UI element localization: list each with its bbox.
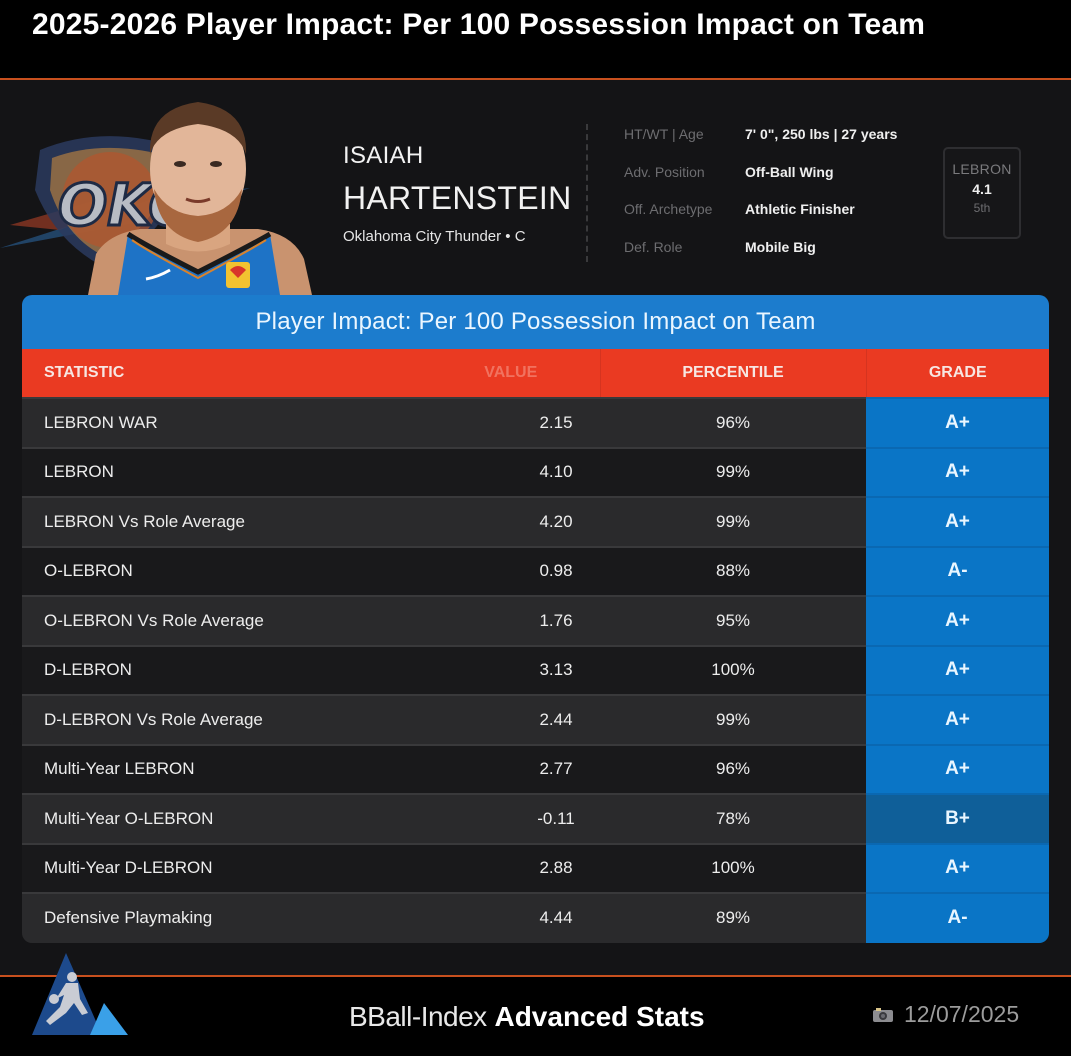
grade-cell: A- — [866, 892, 1049, 943]
value-cell: 2.15 — [539, 412, 573, 432]
table-row: D-LEBRON 3.13 100% A+ — [22, 644, 1049, 695]
player-info-grid: HT/WT | Age 7' 0", 250 lbs | 27 years Ad… — [624, 126, 897, 276]
percentile-cell: 96% — [715, 412, 751, 432]
percentile-cell: 96% — [715, 759, 751, 779]
vertical-divider — [586, 124, 588, 262]
table-row: O-LEBRON Vs Role Average 1.76 95% A+ — [22, 595, 1049, 646]
info-value: Off-Ball Wing — [745, 163, 834, 180]
value-cell: 3.13 — [539, 660, 573, 680]
grade-cell: A+ — [866, 743, 1049, 794]
percentile-cell: 99% — [715, 462, 751, 482]
info-row-off-archetype: Off. Archetype Athletic Finisher — [624, 201, 897, 239]
info-label: Def. Role — [624, 238, 683, 255]
lebron-box-value: 4.1 — [972, 181, 992, 197]
info-row-def-role: Def. Role Mobile Big — [624, 239, 897, 277]
statistic-cell: D-LEBRON Vs Role Average — [44, 709, 263, 729]
column-header-statistic: STATISTIC — [44, 364, 125, 381]
value-cell: 2.77 — [539, 759, 573, 779]
player-photo — [88, 102, 312, 295]
footer: BBall-Index Advanced Stats 12/07/2025 — [0, 953, 1071, 1056]
grade-cell: A+ — [866, 397, 1049, 448]
statistic-cell: LEBRON WAR — [44, 412, 158, 432]
table-header-row: STATISTIC VALUE PERCENTILE GRADE — [22, 349, 1049, 398]
value-cell: 2.88 — [539, 858, 573, 878]
column-header-value: VALUE — [422, 349, 601, 398]
statistic-cell: Multi-Year D-LEBRON — [44, 858, 213, 878]
lebron-box-label: LEBRON — [952, 161, 1012, 177]
table-row: LEBRON Vs Role Average 4.20 99% A+ — [22, 496, 1049, 547]
footer-brand: BBall-Index Advanced Stats — [349, 1001, 705, 1033]
footer-brand-tagline: Advanced Stats — [494, 1001, 705, 1032]
info-value: Athletic Finisher — [745, 201, 855, 217]
statistic-cell: Multi-Year LEBRON — [44, 759, 195, 779]
camera-icon — [873, 1007, 893, 1022]
statistic-cell: Multi-Year O-LEBRON — [44, 808, 214, 828]
player-card: OKC ISAIAH HARTENSTEIN Oklahoma City Thu… — [0, 80, 1071, 975]
info-label: HT/WT | Age — [624, 126, 704, 142]
impact-panel: Player Impact: Per 100 Possession Impact… — [22, 295, 1049, 943]
table-row: Multi-Year LEBRON 2.77 96% A+ — [22, 743, 1049, 794]
player-hero: OKC ISAIAH HARTENSTEIN Oklahoma City Thu… — [0, 80, 1071, 300]
statistic-cell: O-LEBRON Vs Role Average — [44, 610, 264, 630]
table-row: Multi-Year D-LEBRON 2.88 100% A+ — [22, 842, 1049, 893]
panel-header: Player Impact: Per 100 Possession Impact… — [22, 295, 1049, 349]
column-header-grade: GRADE — [928, 364, 987, 381]
percentile-cell: 99% — [715, 511, 751, 531]
panel-title: Player Impact: Per 100 Possession Impact… — [255, 308, 816, 335]
date-text: 12/07/2025 — [904, 1001, 1020, 1027]
grade-cell: A+ — [866, 595, 1049, 646]
bottom-divider — [0, 975, 1071, 977]
lebron-summary-box: LEBRON 4.1 5th — [943, 147, 1021, 239]
table-row: Multi-Year O-LEBRON -0.11 78% B+ — [22, 793, 1049, 844]
statistic-cell: LEBRON — [44, 462, 114, 482]
player-team-position: Oklahoma City Thunder • C — [343, 228, 526, 245]
percentile-cell: 88% — [715, 561, 751, 581]
grade-cell: A+ — [866, 446, 1049, 497]
table-row: LEBRON WAR 2.15 96% A+ — [22, 397, 1049, 448]
grade-cell: A+ — [866, 694, 1049, 745]
bball-index-logo-icon — [32, 953, 128, 1035]
statistic-cell: O-LEBRON — [44, 561, 133, 581]
table-row: D-LEBRON Vs Role Average 2.44 99% A+ — [22, 694, 1049, 745]
value-cell: -0.11 — [537, 808, 575, 828]
info-label: Adv. Position — [624, 163, 705, 180]
column-header-percentile: PERCENTILE — [600, 349, 867, 398]
percentile-cell: 78% — [715, 808, 751, 828]
percentile-cell: 99% — [715, 709, 751, 729]
value-cell: 4.44 — [539, 908, 573, 928]
statistic-cell: Defensive Playmaking — [44, 908, 213, 928]
impact-table: STATISTIC VALUE PERCENTILE GRADE LEBRON … — [22, 349, 1049, 943]
percentile-cell: 95% — [715, 610, 751, 630]
grade-cell: A+ — [866, 842, 1049, 893]
footer-brand-name: BBall-Index — [349, 1001, 487, 1032]
value-cell: 4.20 — [539, 511, 573, 531]
info-row-ht-wt-age: HT/WT | Age 7' 0", 250 lbs | 27 years — [624, 126, 897, 164]
grade-cell: B+ — [866, 793, 1049, 844]
player-first-name: ISAIAH — [343, 142, 424, 169]
lebron-box-rank: 5th — [973, 201, 991, 215]
table-row: LEBRON 4.10 99% A+ — [22, 446, 1049, 497]
grade-cell: A- — [866, 545, 1049, 596]
info-row-adv-position: Adv. Position Off-Ball Wing — [624, 164, 897, 202]
page-title: 2025-2026 Player Impact: Per 100 Possess… — [32, 8, 926, 41]
statistic-cell: LEBRON Vs Role Average — [44, 511, 245, 531]
value-cell: 4.10 — [539, 462, 573, 482]
grade-cell: A+ — [866, 644, 1049, 695]
footer-date: 12/07/2025 — [872, 1001, 1019, 1028]
value-cell: 2.44 — [539, 709, 573, 729]
info-value: 7' 0", 250 lbs | 27 years — [745, 126, 898, 142]
player-last-name: HARTENSTEIN — [343, 180, 572, 216]
table-row: O-LEBRON 0.98 88% A- — [22, 545, 1049, 596]
info-value: Mobile Big — [745, 238, 816, 255]
value-cell: 1.76 — [539, 610, 573, 630]
grade-cell: A+ — [866, 496, 1049, 547]
percentile-cell: 89% — [715, 908, 751, 928]
statistic-cell: D-LEBRON — [44, 660, 132, 680]
info-label: Off. Archetype — [624, 201, 713, 217]
top-divider — [0, 78, 1071, 80]
value-cell: 0.98 — [539, 561, 573, 581]
percentile-cell: 100% — [711, 660, 755, 680]
percentile-cell: 100% — [711, 858, 755, 878]
table-row: Defensive Playmaking 4.44 89% A- — [22, 892, 1049, 943]
